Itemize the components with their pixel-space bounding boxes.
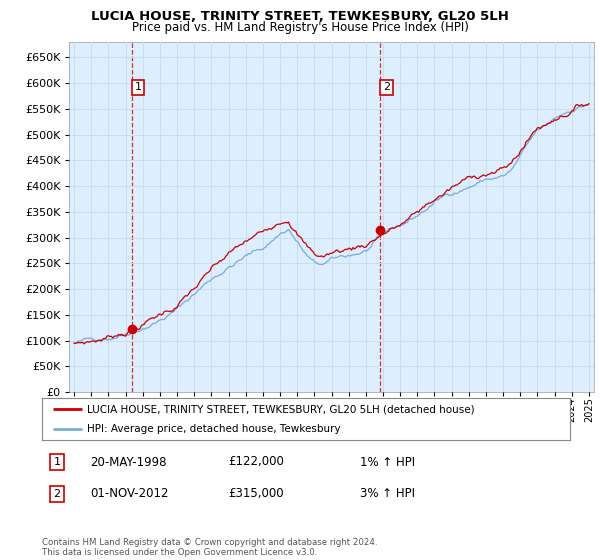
Text: LUCIA HOUSE, TRINITY STREET, TEWKESBURY, GL20 5LH: LUCIA HOUSE, TRINITY STREET, TEWKESBURY,… <box>91 10 509 23</box>
Text: Price paid vs. HM Land Registry's House Price Index (HPI): Price paid vs. HM Land Registry's House … <box>131 21 469 34</box>
Text: 1% ↑ HPI: 1% ↑ HPI <box>360 455 415 469</box>
Text: £122,000: £122,000 <box>228 455 284 469</box>
Text: HPI: Average price, detached house, Tewkesbury: HPI: Average price, detached house, Tewk… <box>87 424 341 434</box>
Text: 20-MAY-1998: 20-MAY-1998 <box>90 455 167 469</box>
Text: Contains HM Land Registry data © Crown copyright and database right 2024.
This d: Contains HM Land Registry data © Crown c… <box>42 538 377 557</box>
Text: 1: 1 <box>53 457 61 467</box>
Text: 01-NOV-2012: 01-NOV-2012 <box>90 487 169 501</box>
Text: 2: 2 <box>383 82 390 92</box>
Text: 2: 2 <box>53 489 61 499</box>
Text: LUCIA HOUSE, TRINITY STREET, TEWKESBURY, GL20 5LH (detached house): LUCIA HOUSE, TRINITY STREET, TEWKESBURY,… <box>87 404 475 414</box>
Text: £315,000: £315,000 <box>228 487 284 501</box>
Text: 1: 1 <box>135 82 142 92</box>
Text: 3% ↑ HPI: 3% ↑ HPI <box>360 487 415 501</box>
